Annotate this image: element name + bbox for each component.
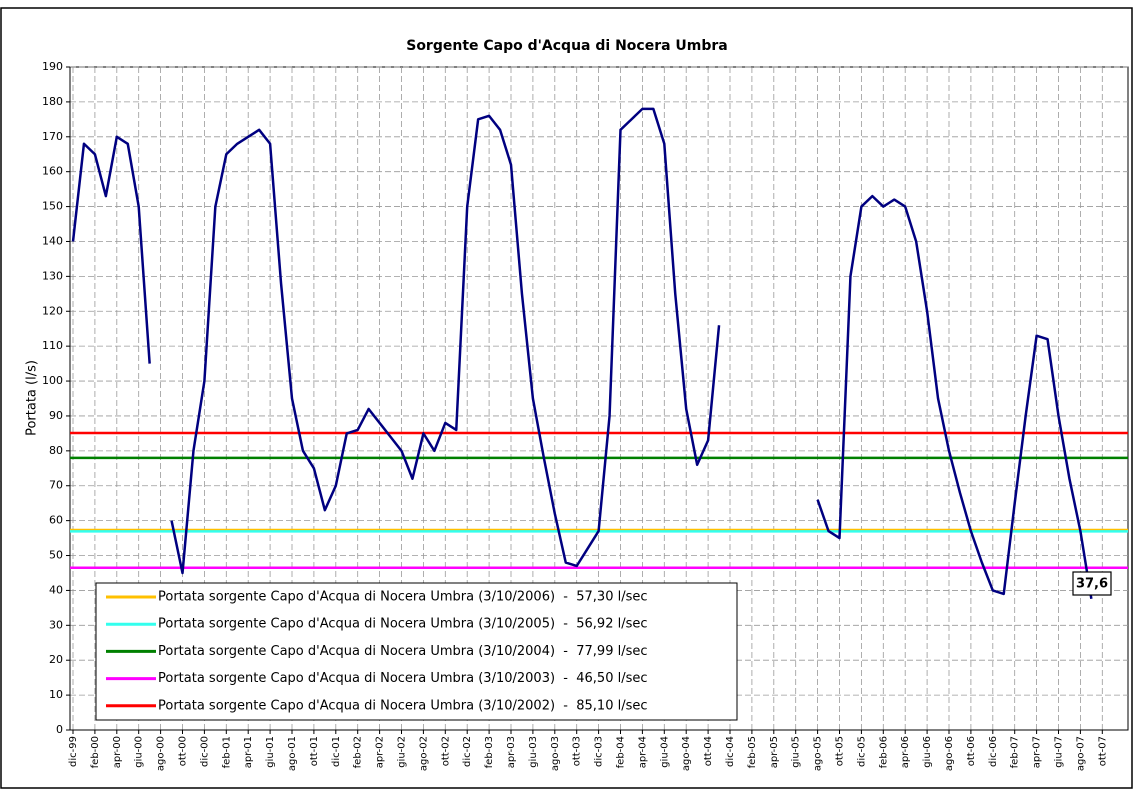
x-tick-label: dic-05 — [856, 736, 867, 767]
y-tick-label: 100 — [42, 374, 63, 387]
chart-title: Sorgente Capo d'Acqua di Nocera Umbra — [406, 38, 728, 54]
x-tick-label: dic-01 — [331, 736, 342, 767]
legend-label: Portata sorgente Capo d'Acqua di Nocera … — [158, 617, 648, 632]
y-tick-label: 170 — [42, 130, 63, 143]
x-tick-label: feb-01 — [221, 736, 232, 768]
x-tick-label: ott-03 — [572, 736, 583, 766]
x-tick-label: ott-07 — [1097, 736, 1108, 766]
x-tick-label: feb-06 — [878, 736, 889, 768]
data-line — [71, 107, 1093, 599]
legend-label: Portata sorgente Capo d'Acqua di Nocera … — [158, 590, 648, 605]
x-tick-label: giu-02 — [397, 736, 408, 768]
y-tick-label: 160 — [42, 165, 63, 178]
x-tick-label: giu-03 — [528, 736, 539, 768]
x-tick-label: apr-01 — [243, 736, 254, 768]
x-tick-label: ott-02 — [440, 736, 451, 766]
y-tick-label: 40 — [49, 583, 63, 596]
x-tick-label: ott-01 — [309, 736, 320, 766]
x-tick-label: apr-07 — [1032, 736, 1043, 768]
y-tick-label: 120 — [42, 304, 63, 317]
x-tick-label: feb-03 — [484, 736, 495, 768]
y-axis-label: Portata (l/s) — [25, 360, 40, 436]
y-tick-label: 80 — [49, 444, 63, 457]
y-tick-label: 20 — [49, 653, 63, 666]
x-tick-label: feb-07 — [1010, 736, 1021, 768]
y-tick-label: 110 — [42, 339, 63, 352]
y-tick-label: 70 — [49, 479, 63, 492]
x-tick-label: apr-02 — [375, 736, 386, 768]
x-tick-label: apr-05 — [769, 736, 780, 768]
x-tick-label: dic-00 — [199, 736, 210, 767]
y-tick-label: 10 — [49, 688, 63, 701]
y-tick-label: 50 — [49, 549, 63, 562]
x-tick-label: ago-06 — [944, 736, 955, 771]
x-tick-label: feb-04 — [616, 736, 627, 768]
x-tick-label: giu-00 — [134, 736, 145, 768]
x-tick-label: ott-06 — [966, 736, 977, 766]
x-tick-label: giu-07 — [1054, 736, 1065, 768]
x-tick-label: feb-05 — [747, 736, 758, 768]
x-tick-label: giu-01 — [265, 736, 276, 768]
legend-label: Portata sorgente Capo d'Acqua di Nocera … — [158, 698, 648, 713]
x-tick-label: ago-02 — [418, 736, 429, 771]
x-tick-label: feb-02 — [353, 736, 364, 768]
y-tick-label: 150 — [42, 200, 63, 213]
x-tick-label: apr-06 — [900, 736, 911, 768]
x-tick-label: apr-04 — [637, 736, 648, 768]
y-tick-label: 90 — [49, 409, 63, 422]
legend-label: Portata sorgente Capo d'Acqua di Nocera … — [158, 671, 648, 686]
annotation-box — [1072, 571, 1112, 596]
x-tick-label: feb-00 — [90, 736, 101, 768]
x-tick-label: dic-99 — [68, 736, 79, 767]
x-tick-label: ago-01 — [287, 736, 298, 771]
x-tick-label: ott-04 — [703, 736, 714, 766]
x-tick-label: apr-00 — [112, 736, 123, 768]
annotation: 37,6 — [1076, 577, 1108, 592]
x-tick-label: giu-05 — [791, 736, 802, 768]
x-tick-label: giu-04 — [659, 736, 670, 768]
x-tick-label: ago-03 — [550, 736, 561, 771]
legend-box — [95, 582, 738, 721]
y-tick-label: 0 — [56, 723, 63, 736]
x-tick-label: apr-03 — [506, 736, 517, 768]
x-tick-label: ago-04 — [681, 736, 692, 771]
x-tick-label: ago-07 — [1075, 736, 1086, 771]
y-tick-label: 130 — [42, 269, 63, 282]
x-tick-label: ott-00 — [178, 736, 189, 766]
y-tick-label: 190 — [42, 60, 63, 73]
x-tick-label: ago-05 — [813, 736, 824, 771]
x-tick-label: dic-04 — [725, 736, 736, 767]
y-tick-label: 60 — [49, 514, 63, 527]
y-tick-label: 140 — [42, 234, 63, 247]
x-tick-label: ago-00 — [156, 736, 167, 771]
y-tick-label: 180 — [42, 95, 63, 108]
y-tick-label: 30 — [49, 618, 63, 631]
legend-label: Portata sorgente Capo d'Acqua di Nocera … — [158, 644, 648, 659]
x-tick-label: dic-03 — [594, 736, 605, 767]
x-tick-label: giu-06 — [922, 736, 933, 768]
x-tick-label: dic-02 — [462, 736, 473, 767]
x-tick-label: dic-06 — [988, 736, 999, 767]
x-tick-label: ott-05 — [835, 736, 846, 766]
